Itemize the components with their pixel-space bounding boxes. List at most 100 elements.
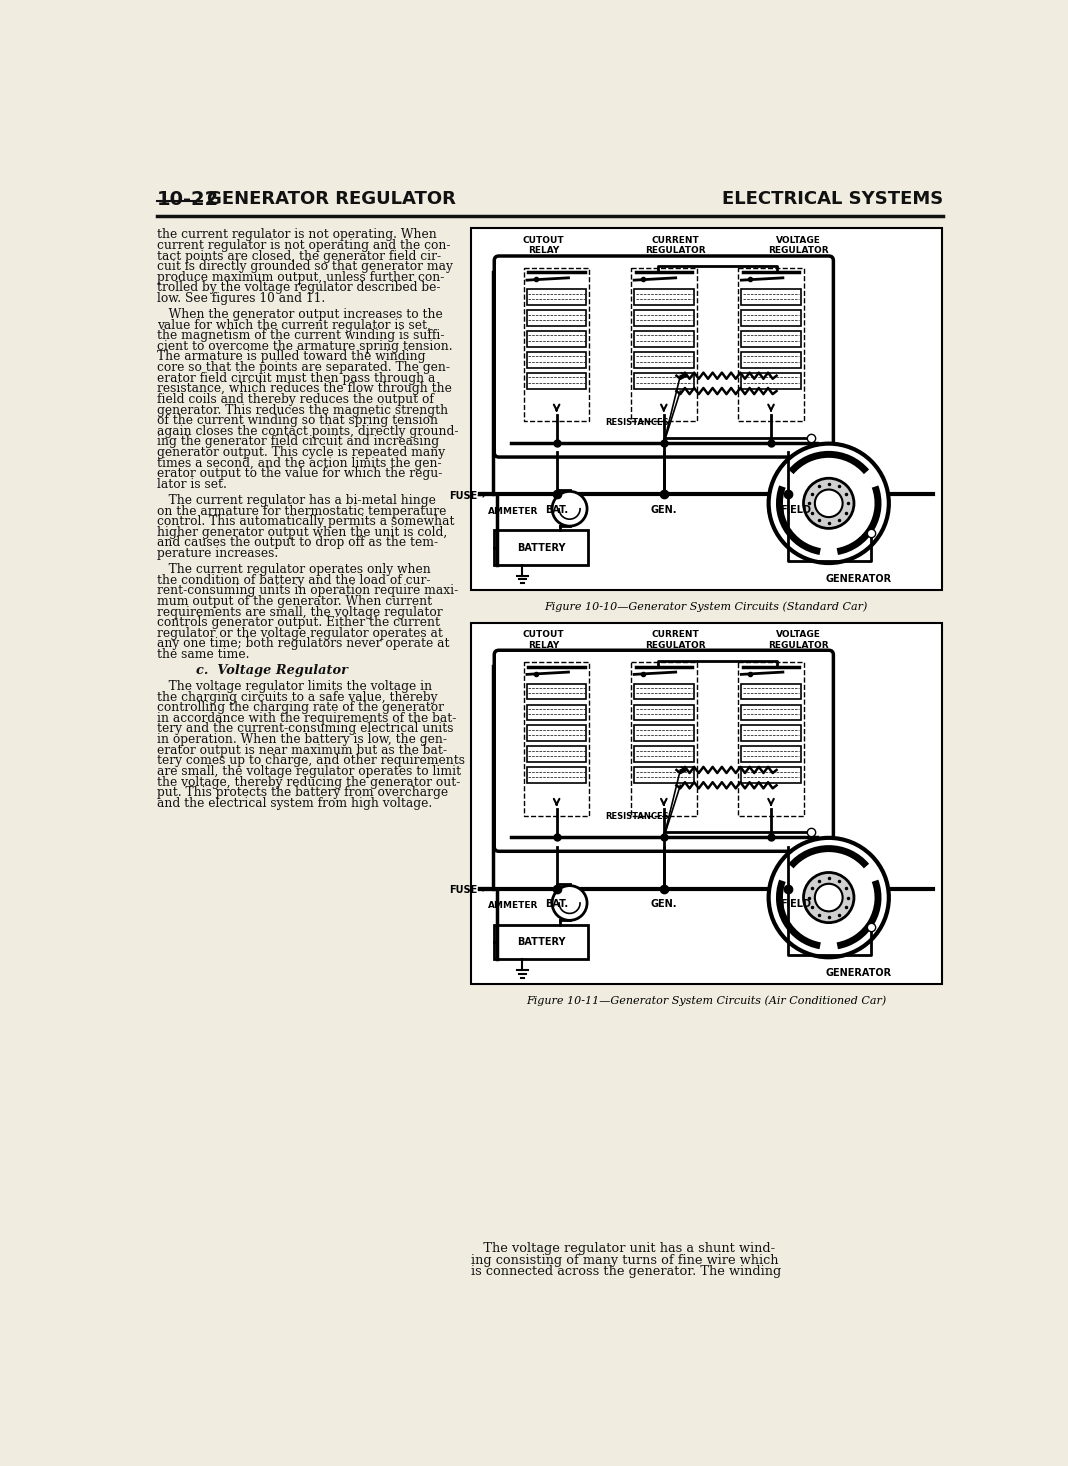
Text: the current regulator is not operating. When: the current regulator is not operating. … (157, 229, 437, 242)
Text: The voltage regulator unit has a shunt wind-: The voltage regulator unit has a shunt w… (471, 1242, 774, 1255)
Text: put. This protects the battery from overcharge: put. This protects the battery from over… (157, 786, 447, 799)
Bar (527, 726, 586, 742)
Circle shape (803, 872, 854, 922)
Bar (494, 531, 588, 564)
Text: regulator or the voltage regulator operates at: regulator or the voltage regulator opera… (157, 627, 442, 639)
Bar (741, 683, 801, 699)
Text: GENERATOR: GENERATOR (826, 575, 892, 583)
Circle shape (769, 444, 889, 563)
FancyBboxPatch shape (471, 229, 942, 591)
Text: value for which the current regulator is set,: value for which the current regulator is… (157, 318, 430, 331)
Text: cient to overcome the armature spring tension.: cient to overcome the armature spring te… (157, 340, 453, 353)
Bar (527, 372, 586, 388)
Bar (527, 683, 586, 699)
Text: in operation. When the battery is low, the gen-: in operation. When the battery is low, t… (157, 733, 446, 746)
Bar (634, 746, 693, 762)
Bar (527, 331, 586, 347)
Text: are small, the voltage regulator operates to limit: are small, the voltage regulator operate… (157, 765, 461, 778)
Text: The current regulator has a bi-metal hinge: The current regulator has a bi-metal hin… (157, 494, 436, 507)
Text: CURRENT
REGULATOR: CURRENT REGULATOR (645, 236, 706, 255)
Text: low. See figures 10 and 11.: low. See figures 10 and 11. (157, 292, 325, 305)
Text: tact points are closed, the generator field cir-: tact points are closed, the generator fi… (157, 249, 441, 262)
Text: any one time; both regulators never operate at: any one time; both regulators never oper… (157, 638, 450, 651)
Bar (527, 767, 586, 783)
Text: mum output of the generator. When current: mum output of the generator. When curren… (157, 595, 431, 608)
Text: and the electrical system from high voltage.: and the electrical system from high volt… (157, 796, 431, 809)
Text: erator output is near maximum but as the bat-: erator output is near maximum but as the… (157, 743, 446, 756)
Text: resistance, which reduces the flow through the: resistance, which reduces the flow throu… (157, 383, 452, 396)
Circle shape (803, 478, 854, 528)
Text: FIELD: FIELD (780, 506, 811, 515)
Circle shape (769, 839, 889, 957)
Text: control. This automatically permits a somewhat: control. This automatically permits a so… (157, 515, 454, 528)
Text: BAT.: BAT. (545, 899, 568, 909)
Bar (634, 372, 693, 388)
Text: times a second, and the action limits the gen-: times a second, and the action limits th… (157, 457, 441, 469)
Text: tery and the current-consuming electrical units: tery and the current-consuming electrica… (157, 723, 453, 736)
Text: the charging circuits to a safe value, thereby: the charging circuits to a safe value, t… (157, 690, 437, 704)
Text: ing consisting of many turns of fine wire which: ing consisting of many turns of fine wir… (471, 1253, 779, 1267)
Bar (634, 331, 693, 347)
Text: GEN.: GEN. (650, 899, 677, 909)
Text: Figure 10-10—Generator System Circuits (Standard Car): Figure 10-10—Generator System Circuits (… (545, 601, 868, 611)
Text: is connected across the generator. The winding: is connected across the generator. The w… (471, 1265, 781, 1278)
Text: c.  Voltage Regulator: c. Voltage Regulator (195, 664, 347, 677)
Text: When the generator output increases to the: When the generator output increases to t… (157, 308, 442, 321)
Text: FUSE→: FUSE→ (450, 491, 486, 501)
Text: ELECTRICAL SYSTEMS: ELECTRICAL SYSTEMS (722, 189, 943, 208)
Bar (741, 311, 801, 325)
Text: The current regulator operates only when: The current regulator operates only when (157, 563, 430, 576)
Text: AMMETER: AMMETER (488, 507, 538, 516)
Bar (634, 726, 693, 742)
Text: controls generator output. Either the current: controls generator output. Either the cu… (157, 616, 440, 629)
Text: lator is set.: lator is set. (157, 478, 226, 491)
Text: higher generator output when the unit is cold,: higher generator output when the unit is… (157, 526, 447, 539)
Text: tery comes up to charge, and other requirements: tery comes up to charge, and other requi… (157, 755, 465, 767)
Text: trolled by the voltage regulator described be-: trolled by the voltage regulator describ… (157, 281, 440, 295)
Bar (634, 289, 693, 305)
Text: current regulator is not operating and the con-: current regulator is not operating and t… (157, 239, 451, 252)
Text: erator field circuit must then pass through a: erator field circuit must then pass thro… (157, 372, 435, 384)
Text: GEN.: GEN. (650, 506, 677, 515)
Text: the voltage, thereby reducing the generator out-: the voltage, thereby reducing the genera… (157, 776, 460, 789)
Text: 10-22: 10-22 (157, 189, 219, 208)
Bar (527, 705, 586, 720)
Bar (741, 352, 801, 368)
Text: again closes the contact points, directly ground-: again closes the contact points, directl… (157, 425, 458, 438)
FancyBboxPatch shape (494, 257, 833, 457)
Text: GENERATOR: GENERATOR (826, 968, 892, 978)
Text: in accordance with the requirements of the bat-: in accordance with the requirements of t… (157, 712, 456, 724)
Text: the same time.: the same time. (157, 648, 249, 661)
FancyBboxPatch shape (471, 623, 942, 985)
Text: CURRENT
REGULATOR: CURRENT REGULATOR (645, 630, 706, 649)
Circle shape (815, 884, 843, 912)
Text: VOLTAGE
REGULATOR: VOLTAGE REGULATOR (768, 630, 829, 649)
Bar (494, 925, 588, 959)
Text: VOLTAGE
REGULATOR: VOLTAGE REGULATOR (768, 236, 829, 255)
Text: requirements are small, the voltage regulator: requirements are small, the voltage regu… (157, 605, 442, 619)
Text: cuit is directly grounded so that generator may: cuit is directly grounded so that genera… (157, 259, 453, 273)
Bar (741, 705, 801, 720)
Bar (527, 746, 586, 762)
Text: Figure 10-11—Generator System Circuits (Air Conditioned Car): Figure 10-11—Generator System Circuits (… (527, 995, 886, 1006)
Text: and causes the output to drop off as the tem-: and causes the output to drop off as the… (157, 537, 438, 550)
Circle shape (552, 885, 587, 921)
Text: The voltage regulator limits the voltage in: The voltage regulator limits the voltage… (157, 680, 431, 693)
Text: RESISTANCES: RESISTANCES (606, 418, 670, 427)
Bar (527, 289, 586, 305)
Text: on the armature for thermostatic temperature: on the armature for thermostatic tempera… (157, 504, 446, 517)
Circle shape (552, 491, 587, 526)
Bar (634, 705, 693, 720)
Bar (741, 746, 801, 762)
Circle shape (815, 490, 843, 517)
Text: of the current winding so that spring tension: of the current winding so that spring te… (157, 415, 438, 427)
Text: core so that the points are separated. The gen-: core so that the points are separated. T… (157, 361, 450, 374)
Text: generator output. This cycle is repeated many: generator output. This cycle is repeated… (157, 446, 445, 459)
Bar (634, 352, 693, 368)
Text: CUTOUT
RELAY: CUTOUT RELAY (523, 630, 565, 649)
Text: perature increases.: perature increases. (157, 547, 278, 560)
Bar (527, 352, 586, 368)
Bar (741, 289, 801, 305)
Bar (741, 331, 801, 347)
Text: controlling the charging rate of the generator: controlling the charging rate of the gen… (157, 701, 443, 714)
